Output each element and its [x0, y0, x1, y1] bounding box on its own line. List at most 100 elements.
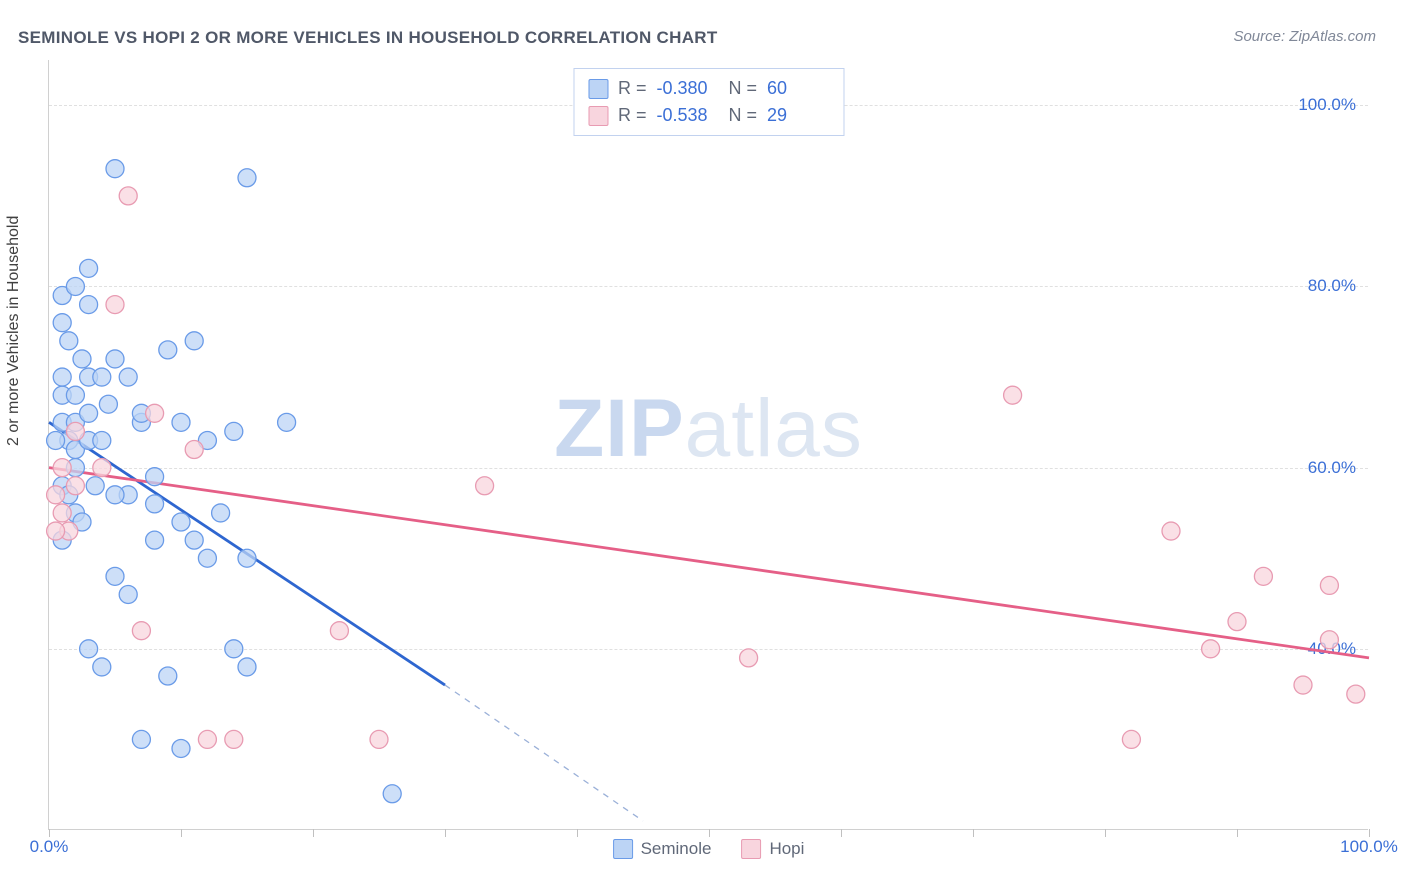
data-point: [238, 169, 256, 187]
data-point: [106, 486, 124, 504]
data-point: [172, 739, 190, 757]
data-point: [99, 395, 117, 413]
data-point: [119, 585, 137, 603]
data-point: [172, 513, 190, 531]
r-label: R =: [618, 75, 647, 102]
data-point: [198, 549, 216, 567]
data-point: [1228, 613, 1246, 631]
x-tick: [709, 829, 710, 837]
data-point: [1347, 685, 1365, 703]
x-tick-label: 0.0%: [30, 837, 69, 857]
data-point: [93, 368, 111, 386]
data-point: [80, 259, 98, 277]
data-point: [185, 332, 203, 350]
data-point: [93, 459, 111, 477]
n-value-hopi: 29: [767, 102, 829, 129]
data-point: [238, 658, 256, 676]
data-point: [1004, 386, 1022, 404]
data-point: [47, 431, 65, 449]
data-point: [66, 277, 84, 295]
legend-item-seminole: Seminole: [613, 839, 712, 859]
data-point: [1320, 631, 1338, 649]
data-point: [106, 296, 124, 314]
data-point: [185, 441, 203, 459]
data-point: [146, 404, 164, 422]
data-point: [86, 477, 104, 495]
data-point: [93, 658, 111, 676]
x-tick: [841, 829, 842, 837]
data-point: [1294, 676, 1312, 694]
data-point: [66, 422, 84, 440]
data-point: [1202, 640, 1220, 658]
data-point: [80, 404, 98, 422]
r-value-seminole: -0.380: [657, 75, 719, 102]
data-point: [132, 622, 150, 640]
legend-label-seminole: Seminole: [641, 839, 712, 859]
legend-item-hopi: Hopi: [741, 839, 804, 859]
data-point: [159, 667, 177, 685]
x-tick: [313, 829, 314, 837]
data-point: [132, 730, 150, 748]
data-point: [66, 386, 84, 404]
data-point: [73, 350, 91, 368]
x-tick: [49, 829, 50, 837]
x-tick: [1369, 829, 1370, 837]
legend-swatch-hopi: [741, 839, 761, 859]
data-point: [53, 368, 71, 386]
data-point: [476, 477, 494, 495]
data-point: [93, 431, 111, 449]
data-point: [146, 495, 164, 513]
x-tick: [1105, 829, 1106, 837]
data-point: [159, 341, 177, 359]
plot-svg: [49, 60, 1368, 829]
y-axis-label: 2 or more Vehicles in Household: [5, 216, 23, 446]
data-point: [53, 504, 71, 522]
stats-row-seminole: R = -0.380 N = 60: [588, 75, 829, 102]
data-point: [1122, 730, 1140, 748]
x-tick: [1237, 829, 1238, 837]
data-point: [119, 368, 137, 386]
chart-container: SEMINOLE VS HOPI 2 OR MORE VEHICLES IN H…: [0, 0, 1406, 892]
data-point: [740, 649, 758, 667]
data-point: [106, 160, 124, 178]
n-label: N =: [729, 102, 758, 129]
regression-line-seminole-dash: [445, 685, 643, 821]
n-value-seminole: 60: [767, 75, 829, 102]
x-tick: [577, 829, 578, 837]
data-point: [119, 187, 137, 205]
data-point: [225, 730, 243, 748]
x-tick-label: 100.0%: [1340, 837, 1398, 857]
r-value-hopi: -0.538: [657, 102, 719, 129]
data-point: [225, 422, 243, 440]
stats-legend-box: R = -0.380 N = 60 R = -0.538 N = 29: [573, 68, 844, 136]
r-label: R =: [618, 102, 647, 129]
data-point: [106, 350, 124, 368]
data-point: [1162, 522, 1180, 540]
data-point: [370, 730, 388, 748]
data-point: [278, 413, 296, 431]
data-point: [185, 531, 203, 549]
chart-title: SEMINOLE VS HOPI 2 OR MORE VEHICLES IN H…: [18, 28, 718, 48]
data-point: [238, 549, 256, 567]
data-point: [172, 413, 190, 431]
data-point: [225, 640, 243, 658]
data-point: [146, 531, 164, 549]
swatch-seminole: [588, 79, 608, 99]
legend-swatch-seminole: [613, 839, 633, 859]
swatch-hopi: [588, 106, 608, 126]
x-tick: [973, 829, 974, 837]
data-point: [53, 459, 71, 477]
data-point: [47, 486, 65, 504]
data-point: [80, 640, 98, 658]
x-tick: [181, 829, 182, 837]
n-label: N =: [729, 75, 758, 102]
data-point: [383, 785, 401, 803]
data-point: [330, 622, 348, 640]
data-point: [1320, 576, 1338, 594]
bottom-legend: Seminole Hopi: [613, 839, 805, 859]
data-point: [212, 504, 230, 522]
source-label: Source: ZipAtlas.com: [1233, 28, 1376, 45]
data-point: [66, 477, 84, 495]
data-point: [80, 296, 98, 314]
plot-area: ZIPatlas 40.0%60.0%80.0%100.0% 0.0%100.0…: [48, 60, 1368, 830]
